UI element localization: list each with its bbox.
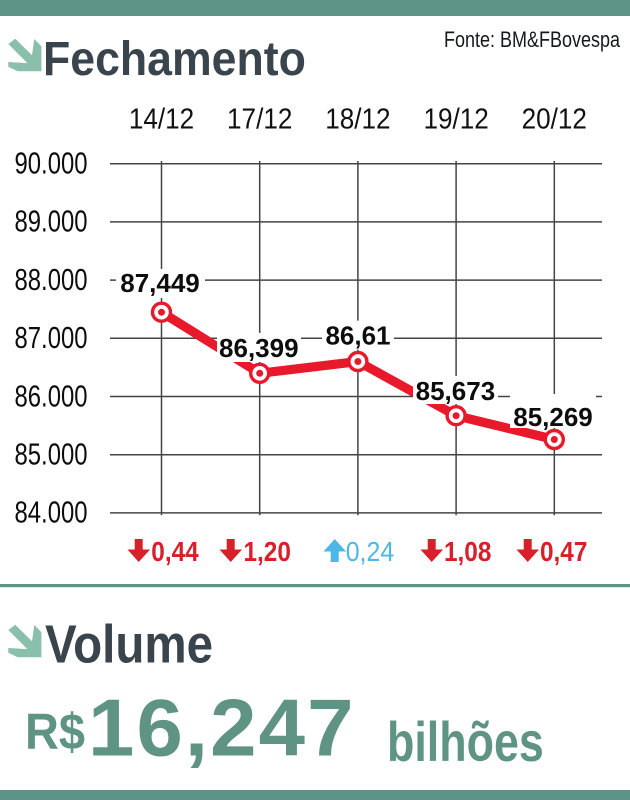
svg-text:90.000: 90.000: [15, 145, 88, 180]
svg-text:85,673: 85,673: [416, 376, 496, 406]
svg-text:86,399: 86,399: [219, 333, 299, 363]
svg-text:R$: R$: [25, 704, 85, 760]
svg-text:0,24: 0,24: [346, 536, 394, 568]
svg-text:1,20: 1,20: [244, 535, 291, 567]
svg-text:84.000: 84.000: [15, 495, 88, 530]
svg-text:87.000: 87.000: [15, 320, 88, 355]
svg-text:19/12: 19/12: [423, 102, 488, 135]
svg-text:Fonte: BM&FBovespa: Fonte: BM&FBovespa: [444, 28, 621, 52]
svg-text:0,47: 0,47: [540, 535, 587, 567]
svg-text:86.000: 86.000: [15, 378, 88, 413]
svg-text:0,44: 0,44: [151, 535, 199, 567]
svg-text:18/12: 18/12: [325, 102, 390, 135]
svg-text:87,449: 87,449: [120, 268, 200, 298]
svg-text:89.000: 89.000: [15, 204, 88, 239]
svg-text:14/12: 14/12: [129, 102, 194, 135]
svg-text:17/12: 17/12: [227, 102, 292, 135]
svg-text:20/12: 20/12: [522, 102, 587, 135]
svg-text:bilhões: bilhões: [387, 710, 544, 773]
svg-text:85,269: 85,269: [513, 402, 593, 432]
svg-text:86,61: 86,61: [325, 321, 390, 351]
svg-text:1,08: 1,08: [444, 535, 491, 567]
svg-text:Fechamento: Fechamento: [43, 32, 306, 86]
svg-text:85.000: 85.000: [15, 436, 88, 471]
svg-text:88.000: 88.000: [15, 262, 88, 297]
svg-text:16,247: 16,247: [88, 684, 356, 774]
svg-text:Volume: Volume: [45, 614, 213, 675]
